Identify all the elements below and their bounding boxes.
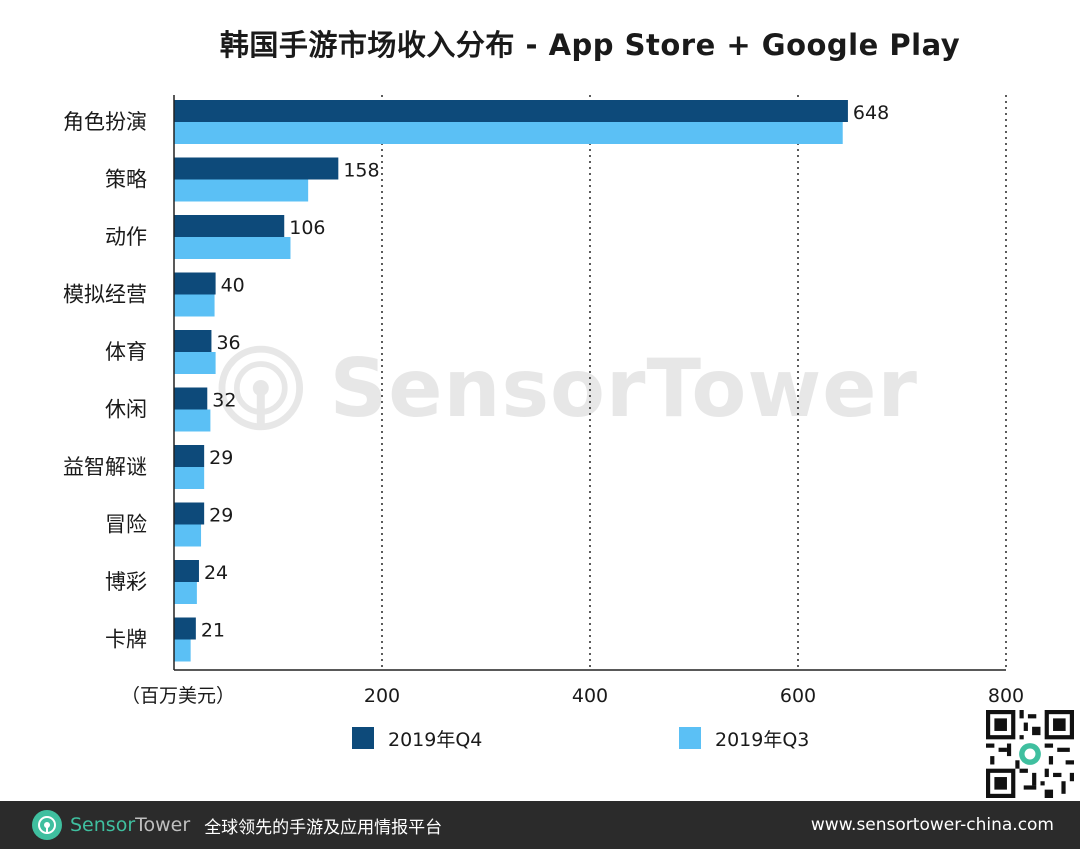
bar-q3 — [174, 582, 197, 604]
sensortower-logo-icon — [32, 810, 62, 840]
data-label-q4: 29 — [209, 505, 233, 527]
data-label-q4: 24 — [204, 562, 228, 584]
gridlines — [381, 95, 1007, 670]
bar-q3 — [174, 352, 216, 374]
bar-q3 — [174, 294, 215, 317]
footer-brand: SensorTower — [70, 814, 191, 836]
bar-q3 — [174, 639, 191, 662]
footer-bar: SensorTower 全球领先的手游及应用情报平台 www.sensortow… — [0, 801, 1080, 849]
sensortower-watermark: SensorTower — [218, 303, 918, 473]
data-label-q4: 32 — [212, 390, 236, 412]
category-label: 博彩 — [105, 570, 147, 594]
labels: 200 400 600 800 角色扮演 648 策略 158 动作 106 模拟经营 40 体育 36 休… — [63, 102, 1024, 707]
bar-q3 — [174, 409, 211, 432]
bar-q4 — [174, 617, 196, 640]
bar-q3 — [174, 467, 205, 489]
category-label: 体育 — [105, 340, 147, 364]
data-label-q4: 106 — [289, 217, 325, 239]
bar-q3 — [174, 122, 843, 144]
category-label: 模拟经营 — [63, 283, 147, 307]
data-label-q4: 648 — [853, 102, 889, 124]
bar-q3 — [174, 524, 202, 547]
data-label-q4: 29 — [209, 447, 233, 469]
bar-q4 — [174, 215, 285, 237]
sensortower-watermark-text: SensorTower — [329, 341, 918, 435]
bar-chart: 200 400 600 800 角色扮演 648 策略 158 动作 106 模拟经营 40 体育 36 休… — [63, 95, 1024, 707]
bar-q4 — [174, 330, 212, 352]
legend-item-q4: 2019年Q4 — [352, 723, 482, 753]
bars — [174, 100, 848, 662]
category-label: 冒险 — [105, 513, 147, 537]
data-label-q4: 40 — [221, 275, 245, 297]
qr-code — [986, 710, 1074, 798]
bar-q4 — [174, 100, 848, 122]
sensortower-watermark-icon — [218, 345, 304, 431]
bar-q4 — [174, 387, 208, 410]
bar-q3 — [174, 237, 291, 259]
x-tick-label: 800 — [988, 685, 1024, 707]
footer-url[interactable]: www.sensortower-china.com — [810, 815, 1054, 835]
x-axis-unit-label: （百万美元） — [121, 685, 235, 707]
legend-item-q3: 2019年Q3 — [679, 723, 809, 753]
category-label: 益智解谜 — [63, 455, 147, 479]
bar-q4 — [174, 272, 216, 295]
category-label: 角色扮演 — [63, 110, 147, 134]
bar-q4 — [174, 445, 205, 467]
x-tick-label: 600 — [780, 685, 816, 707]
bar-q4 — [174, 560, 199, 582]
category-label: 卡牌 — [105, 628, 147, 652]
category-label: 动作 — [105, 225, 147, 249]
legend-swatch-q4 — [352, 727, 374, 749]
data-label-q4: 21 — [201, 620, 225, 642]
data-label-q4: 36 — [216, 332, 240, 354]
legend-swatch-q3 — [679, 727, 701, 749]
x-tick-label: 400 — [572, 685, 608, 707]
legend-label-q4: 2019年Q4 — [388, 728, 483, 751]
footer-tagline: 全球领先的手游及应用情报平台 — [204, 817, 443, 838]
bar-q3 — [174, 179, 309, 202]
bar-q4 — [174, 157, 339, 180]
data-label-q4: 158 — [343, 160, 379, 182]
chart-title: 韩国手游市场收入分布 - App Store + Google Play — [219, 28, 961, 62]
bar-q4 — [174, 502, 205, 525]
legend-label-q3: 2019年Q3 — [715, 728, 810, 751]
category-label: 休闲 — [105, 398, 147, 422]
category-label: 策略 — [105, 168, 147, 192]
x-tick-label: 200 — [364, 685, 400, 707]
